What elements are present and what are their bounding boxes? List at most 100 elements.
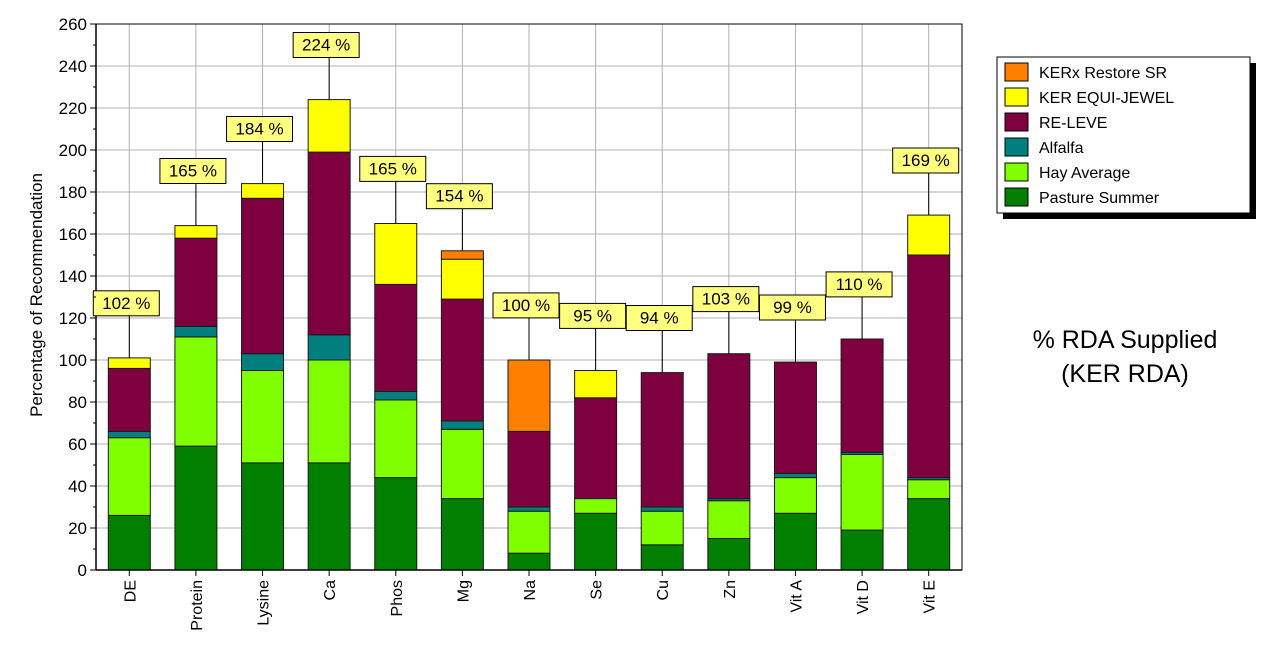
y-tick-label: 140 — [59, 267, 87, 286]
y-tick-label: 220 — [59, 99, 87, 118]
total-callout-label: 184 % — [235, 120, 283, 139]
bar-segment-ca-0 — [307, 462, 351, 571]
total-callouts: 102 % 165 % 184 % 224 % 165 % 154 % 100 % 95 % 9… — [92, 32, 960, 373]
x-category-label: Ca — [322, 580, 339, 601]
bar-segment-protein-4 — [174, 225, 218, 239]
bar-segment-na-1 — [507, 510, 551, 554]
y-tick-label: 40 — [68, 477, 87, 496]
legend-label: Pasture Summer — [1039, 190, 1160, 207]
bar-segment-na-3 — [507, 430, 551, 508]
legend-swatch — [1004, 62, 1029, 82]
bar-segment-protein-1 — [174, 336, 218, 447]
bar-segment-de-4 — [107, 357, 151, 369]
bar-segment-zn-3 — [707, 353, 751, 500]
y-tick-label: 160 — [59, 225, 87, 244]
bar-segment-mg-5 — [440, 250, 484, 260]
bar-segment-na-0 — [507, 552, 551, 571]
bar-segment-lysine-4 — [241, 183, 285, 199]
total-callout-box — [692, 286, 760, 313]
x-category-label: Vit A — [788, 580, 805, 613]
legend-label: Alfalfa — [1039, 140, 1084, 157]
total-callout-box — [359, 155, 427, 182]
total-callout-box — [758, 294, 826, 321]
legend-box — [996, 56, 1251, 214]
total-callout-box — [825, 271, 893, 298]
side-title-line-1: % RDA Supplied — [1033, 326, 1218, 354]
x-category-label: Protein — [189, 580, 206, 631]
y-tick-label: 80 — [68, 393, 87, 412]
bar-segment-zn-1 — [707, 500, 751, 540]
legend-label: KERx Restore SR — [1039, 65, 1167, 82]
bars — [107, 99, 951, 571]
x-category-label: Mg — [455, 580, 472, 602]
bar-segment-vit-d-0 — [840, 529, 884, 571]
total-callout-box — [492, 292, 560, 319]
legend-swatch — [1004, 87, 1029, 107]
bar-segment-protein-3 — [174, 237, 218, 327]
bar-segment-lysine-1 — [241, 370, 285, 464]
bar-segment-vit-d-3 — [840, 338, 884, 453]
bar-segment-vit-a-1 — [773, 477, 817, 514]
total-callout-box — [625, 305, 693, 331]
bar-segment-vit-e-3 — [907, 254, 951, 479]
x-category-label: DE — [122, 580, 139, 602]
total-callout-label: 94 % — [640, 309, 679, 328]
y-axis-title: Percentage of Recommendation — [27, 173, 46, 417]
bar-segment-ca-2 — [307, 334, 351, 361]
legend-label: KER EQUI-JEWEL — [1039, 90, 1174, 107]
bar-segment-se-4 — [574, 370, 618, 399]
bar-segment-lysine-3 — [241, 197, 285, 355]
bar-segment-mg-4 — [440, 258, 484, 300]
x-category-label: Lysine — [256, 580, 273, 626]
x-category-label: Zn — [722, 580, 739, 599]
x-category-label: Vit D — [855, 580, 872, 614]
bar-segment-mg-3 — [440, 298, 484, 422]
total-callout-label: 224 % — [302, 36, 350, 55]
total-callout-box — [559, 302, 627, 329]
bar-segment-mg-1 — [440, 428, 484, 500]
total-callout-label: 100 % — [502, 296, 550, 315]
bar-segment-se-0 — [574, 512, 618, 571]
total-callout-label: 169 % — [902, 151, 950, 170]
legend-label: RE-LEVE — [1039, 115, 1107, 132]
bar-segment-phos-3 — [374, 283, 418, 392]
bar-segment-na-5 — [507, 359, 551, 432]
bar-segment-vit-a-0 — [773, 512, 817, 571]
legend: KERx Restore SR KER EQUI-JEWEL RE-LEVE Alfa… — [996, 56, 1256, 219]
legend-label: Hay Average — [1039, 165, 1130, 182]
y-tick-label: 120 — [59, 309, 87, 328]
bar-segment-zn-0 — [707, 538, 751, 571]
bar-segment-de-1 — [107, 437, 151, 516]
bar-segment-cu-0 — [640, 544, 684, 571]
bar-segment-phos-4 — [374, 223, 418, 285]
bar-segment-phos-2 — [374, 391, 418, 401]
bar-segment-vit-e-0 — [907, 498, 951, 571]
y-tick-label: 240 — [59, 57, 87, 76]
total-callout-label: 165 % — [369, 159, 417, 178]
legend-swatch — [1004, 187, 1029, 207]
bar-segment-vit-e-4 — [907, 214, 951, 256]
total-callout-label: 165 % — [169, 162, 217, 181]
bar-segment-vit-e-1 — [907, 479, 951, 500]
bar-segment-lysine-0 — [241, 462, 285, 571]
bar-segment-se-3 — [574, 397, 618, 500]
bar-segment-cu-1 — [640, 510, 684, 546]
y-tick-label: 180 — [59, 183, 87, 202]
total-callout-box — [159, 158, 227, 184]
bar-segment-lysine-2 — [241, 353, 285, 372]
bar-segment-ca-1 — [307, 359, 351, 464]
y-tick-label: 200 — [59, 141, 87, 160]
bar-segment-mg-2 — [440, 420, 484, 430]
x-category-label: Vit E — [922, 580, 939, 614]
x-axis: DE Protein Lysine Ca Phos Mg Na Se Cu Zn Vit A Vit … — [122, 570, 939, 631]
total-callout-box — [892, 147, 960, 174]
bar-segment-phos-0 — [374, 477, 418, 571]
y-tick-label: 20 — [68, 519, 87, 538]
bar-segment-phos-1 — [374, 399, 418, 479]
total-callout-label: 103 % — [702, 290, 750, 309]
total-callout-label: 95 % — [573, 306, 612, 325]
bar-segment-protein-0 — [174, 445, 218, 571]
bar-segment-se-1 — [574, 498, 618, 514]
legend-swatch — [1004, 137, 1029, 157]
